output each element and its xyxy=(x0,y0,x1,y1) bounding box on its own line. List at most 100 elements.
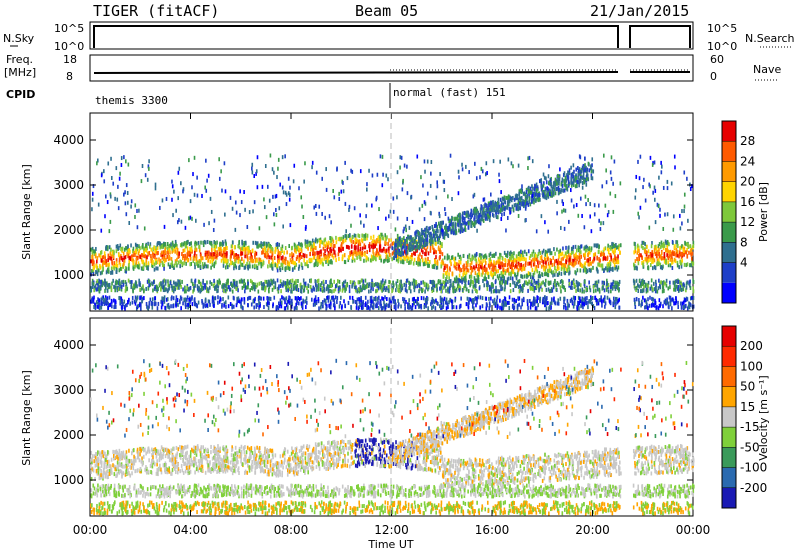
range-cell xyxy=(281,295,283,300)
range-cell xyxy=(280,304,283,309)
range-cell xyxy=(690,252,693,257)
range-cell xyxy=(408,246,410,251)
range-cell xyxy=(128,248,131,253)
range-cell xyxy=(231,249,234,254)
range-cell xyxy=(455,266,458,271)
range-cell xyxy=(535,284,538,289)
freq-trace xyxy=(93,71,690,74)
range-cell xyxy=(305,296,308,301)
range-cell xyxy=(379,241,381,246)
range-cell xyxy=(116,280,118,285)
range-cell xyxy=(105,262,107,267)
range-cell xyxy=(611,282,614,287)
range-cell xyxy=(190,261,193,266)
range-cell xyxy=(344,279,347,284)
range-cell xyxy=(641,256,643,261)
range-cell xyxy=(184,305,187,310)
range-cell xyxy=(665,301,667,306)
range-cell xyxy=(264,279,267,284)
range-cell xyxy=(344,238,347,243)
range-cell xyxy=(320,259,322,264)
range-cell xyxy=(490,296,492,301)
range-cell xyxy=(427,263,429,268)
range-cell xyxy=(162,250,165,255)
range-cell xyxy=(401,283,403,288)
range-cell xyxy=(173,263,176,268)
range-cell xyxy=(606,247,609,252)
range-cell xyxy=(540,264,543,269)
range-cell xyxy=(304,253,306,258)
range-cell xyxy=(598,257,600,262)
range-cell xyxy=(226,246,228,251)
range-cell xyxy=(90,272,93,277)
range-cell xyxy=(376,248,378,253)
range-cell xyxy=(583,289,585,294)
range-cell xyxy=(552,270,555,275)
range-cell xyxy=(532,303,534,308)
range-cell xyxy=(372,249,374,254)
range-cell xyxy=(278,254,280,259)
range-cell xyxy=(493,297,496,302)
range-cell xyxy=(448,276,450,281)
range-cell xyxy=(549,280,552,285)
range-cell xyxy=(156,306,159,311)
range-cell xyxy=(587,253,589,258)
range-cell xyxy=(458,288,461,293)
range-cell xyxy=(436,224,439,229)
range-cell xyxy=(652,297,655,302)
range-cell xyxy=(151,264,154,269)
range-cell xyxy=(525,257,527,262)
range-cell xyxy=(439,240,442,245)
range-cell xyxy=(439,299,442,304)
range-cell xyxy=(267,245,270,250)
range-cell xyxy=(568,265,570,270)
range-cell xyxy=(571,261,574,266)
range-cell xyxy=(211,252,214,257)
range-cell xyxy=(319,283,322,288)
range-cell xyxy=(423,243,425,248)
range-cell xyxy=(464,276,467,281)
range-cell xyxy=(600,263,602,268)
range-cell xyxy=(646,302,648,307)
range-cell xyxy=(167,244,170,249)
range-cell xyxy=(320,252,323,257)
range-cell xyxy=(512,280,514,285)
range-cell xyxy=(279,298,282,303)
range-cell xyxy=(329,242,332,247)
range-cell xyxy=(501,261,504,266)
range-cell xyxy=(506,250,509,255)
range-cell xyxy=(515,274,518,279)
range-cell xyxy=(307,264,309,269)
range-cell xyxy=(285,285,288,290)
range-cell xyxy=(487,263,490,268)
range-cell xyxy=(481,262,483,267)
range-cell xyxy=(513,281,516,286)
range-cell xyxy=(387,241,389,246)
range-cell xyxy=(216,279,219,284)
range-cell xyxy=(317,262,319,267)
range-cell xyxy=(173,285,176,290)
range-cell xyxy=(603,268,606,273)
range-cell xyxy=(609,253,611,258)
range-cell xyxy=(162,257,165,262)
range-cell xyxy=(271,257,274,262)
range-cell xyxy=(596,287,599,292)
range-cell xyxy=(155,260,157,265)
range-cell xyxy=(432,304,435,309)
range-cell xyxy=(166,246,169,251)
range-cell xyxy=(688,301,690,306)
range-cell xyxy=(666,253,668,258)
range-cell xyxy=(454,261,457,266)
range-cell xyxy=(490,286,492,291)
range-cell xyxy=(510,255,512,260)
range-cell xyxy=(184,253,186,258)
range-cell xyxy=(406,255,409,260)
range-cell xyxy=(336,279,339,284)
range-cell xyxy=(126,252,128,257)
range-cell xyxy=(462,272,464,277)
range-cell xyxy=(380,232,382,237)
range-cell xyxy=(110,288,113,293)
range-cell xyxy=(600,295,602,300)
range-cell xyxy=(358,234,361,239)
range-cell xyxy=(692,286,694,291)
